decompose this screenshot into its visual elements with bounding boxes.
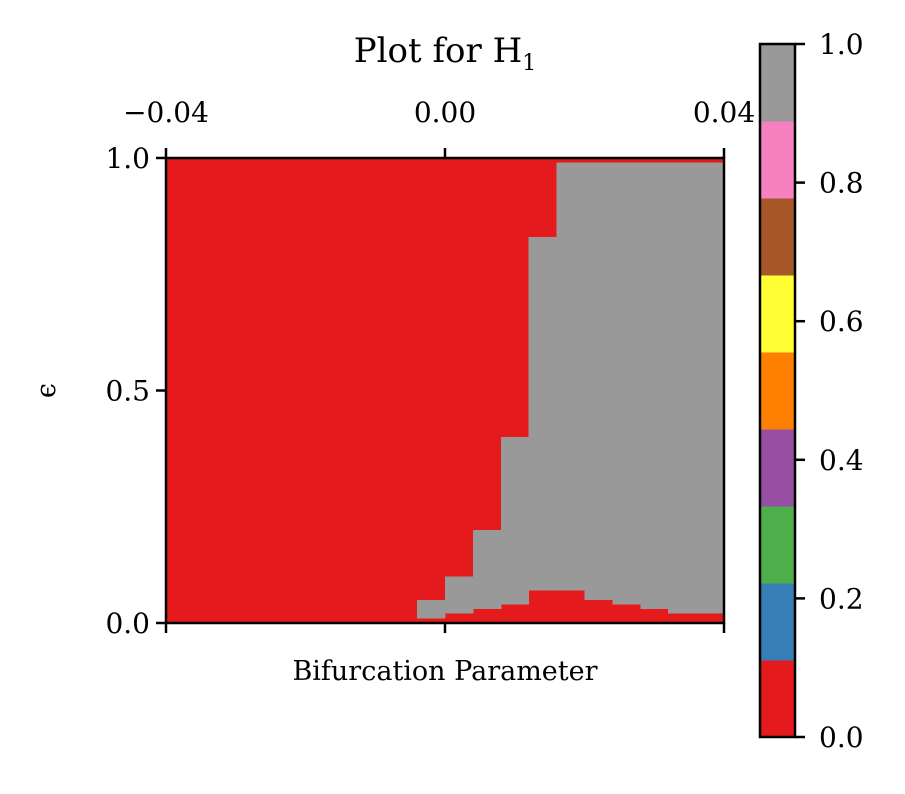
heatmap-cell [528, 237, 558, 591]
heatmap-cell [668, 590, 725, 614]
colorbar-tick-label: 0.0 [819, 721, 864, 754]
chart-title-text: Plot for H [354, 31, 522, 71]
x-tick-label: 0.00 [414, 96, 476, 129]
colorbar-segment [760, 352, 795, 430]
y-tick-label: 0.5 [105, 375, 150, 408]
heatmap-cell [500, 437, 530, 605]
colorbar-frame [758, 42, 797, 739]
colorbar-segment [760, 275, 795, 353]
y-tick-label: 0.0 [105, 607, 150, 640]
x-axis-label: Bifurcation Parameter [292, 656, 597, 687]
y-axis: 0.0 0.5 1.0 [105, 142, 166, 640]
colorbar-tick-label: 1.0 [819, 28, 864, 61]
heatmap-cell [612, 590, 641, 605]
y-axis-label: ϵ [31, 383, 62, 398]
heatmap-cell [556, 162, 725, 591]
chart-title-subscript: 1 [522, 51, 536, 76]
heatmap-cell [584, 590, 613, 600]
heatmap-cell [640, 590, 669, 610]
heatmap-cell [445, 576, 474, 614]
y-tick-label: 1.0 [105, 142, 150, 175]
colorbar-segment [760, 198, 795, 276]
colorbar-segment [760, 583, 795, 661]
colorbar-segment [760, 121, 795, 199]
x-tick-label: −0.04 [123, 96, 209, 129]
colorbar-segment [760, 660, 795, 738]
heatmap-area [166, 158, 725, 623]
colorbar-tick-label: 0.2 [819, 582, 864, 615]
chart-title: Plot for H1 [354, 31, 536, 76]
colorbar-segment [760, 506, 795, 584]
heatmap-cell [417, 599, 446, 619]
colorbar: 0.0 0.2 0.4 0.6 0.8 1.0 [758, 28, 864, 754]
x-tick-label: 0.04 [693, 96, 755, 129]
colorbar-segment [760, 44, 795, 122]
colorbar-segment [760, 429, 795, 507]
colorbar-tick-label: 0.8 [819, 167, 864, 200]
heatmap-cell [472, 530, 502, 610]
x-axis: −0.04 0.00 0.04 [123, 96, 755, 633]
colorbar-tick-label: 0.6 [819, 305, 864, 338]
colorbar-tick-label: 0.4 [819, 444, 864, 477]
